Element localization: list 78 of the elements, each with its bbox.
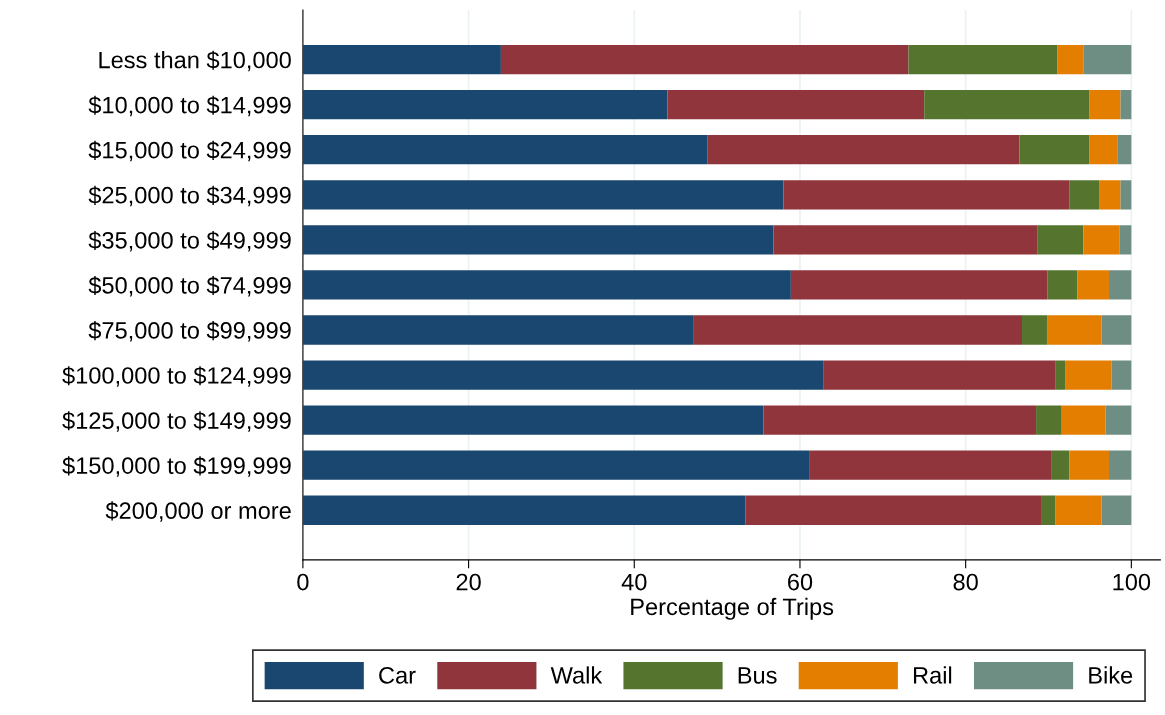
bar (823, 360, 1056, 390)
bar (1120, 90, 1132, 120)
bar (1036, 405, 1062, 435)
bar (1019, 135, 1090, 165)
bar (1099, 180, 1121, 210)
x-tick-label: 20 (456, 573, 481, 591)
bar (773, 225, 1038, 255)
bar (1119, 225, 1132, 255)
bar (1108, 270, 1132, 300)
bar (1108, 450, 1132, 480)
bar (302, 360, 824, 390)
x-tick-label: 100 (1113, 573, 1151, 591)
bar (1083, 44, 1132, 75)
legend-label: Bus (738, 667, 777, 684)
legend-label: Car (379, 666, 416, 684)
bar (302, 450, 810, 480)
bar (745, 495, 1042, 525)
bar (763, 405, 1037, 435)
bar (302, 405, 764, 435)
bar (1089, 90, 1121, 120)
bar (693, 315, 1022, 345)
bar (790, 270, 1048, 300)
bar (1021, 315, 1048, 345)
x-axis-title: Percentage of Trips (631, 597, 834, 620)
y-tick-label: $15,000 to $24,999 (88, 140, 291, 162)
bar (1047, 270, 1078, 300)
legend-label: Rail (913, 666, 952, 684)
bar (302, 495, 746, 525)
y-tick-label: $50,000 to $74,999 (88, 276, 291, 297)
y-tick-label: $25,000 to $34,999 (88, 185, 291, 207)
x-tick-label: 40 (621, 573, 647, 591)
bar (1089, 135, 1118, 165)
bar (1065, 360, 1112, 390)
bar (1047, 315, 1102, 345)
bar (302, 225, 774, 255)
bar (1117, 135, 1132, 165)
bar (1083, 225, 1120, 255)
x-tick-label: 80 (953, 573, 978, 591)
bar (908, 44, 1058, 75)
bar (1041, 495, 1056, 525)
bar (302, 270, 791, 300)
x-tick-label: 0 (297, 573, 309, 591)
bar (1055, 360, 1066, 390)
bar (1101, 315, 1132, 345)
x-tick-label: 60 (788, 573, 813, 591)
bar (302, 315, 694, 345)
bar (783, 180, 1070, 210)
y-tick-label: $100,000 to $124,999 (62, 366, 291, 387)
y-tick-label: $75,000 to $99,999 (88, 321, 291, 342)
bar (809, 450, 1052, 480)
bar (667, 90, 925, 120)
bar (302, 44, 501, 75)
bar (1101, 495, 1132, 525)
bar (1051, 450, 1070, 480)
bar (302, 180, 784, 210)
legend-label: Bike (1089, 666, 1133, 684)
bar (1037, 225, 1084, 255)
bar (1055, 495, 1102, 525)
y-tick-label: $10,000 to $14,999 (88, 95, 291, 117)
bar (1061, 405, 1106, 435)
bar (1077, 270, 1109, 300)
bar (1105, 405, 1132, 435)
y-tick-label: $200,000 or more (105, 501, 291, 522)
bar (1120, 180, 1132, 210)
y-tick-label: $150,000 to $199,999 (62, 456, 291, 477)
bar (1057, 44, 1084, 75)
bar (302, 90, 668, 120)
y-tick-label: $35,000 to $49,999 (88, 230, 291, 252)
bar (924, 90, 1090, 120)
legend-label: Walk (550, 666, 603, 684)
bar (500, 44, 909, 75)
bar (302, 135, 708, 165)
bar (707, 135, 1020, 165)
y-tick-label: $125,000 to $149,999 (62, 411, 291, 432)
bar (1069, 180, 1100, 210)
bar (1069, 450, 1109, 480)
y-tick-label: Less than $10,000 (99, 50, 291, 72)
bar (1111, 360, 1132, 390)
